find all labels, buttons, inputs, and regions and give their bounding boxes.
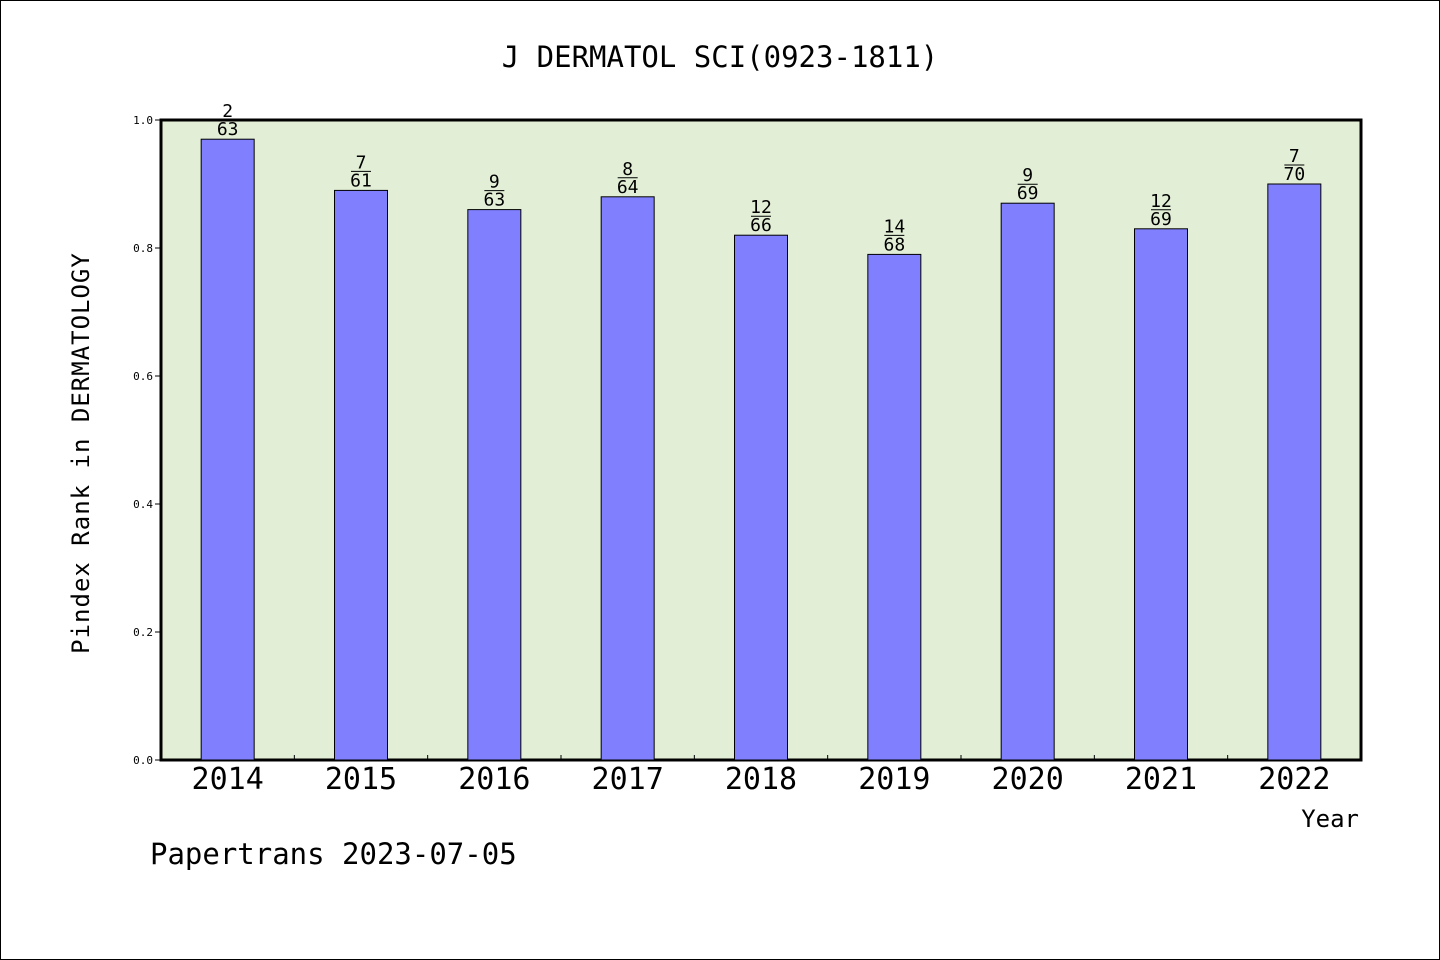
rank-label: 12	[750, 197, 772, 218]
rank-label: 8	[622, 159, 633, 180]
rank-label: 9	[489, 172, 500, 193]
x-axis-label: Year	[1301, 805, 1359, 833]
bar-2021	[1134, 228, 1188, 761]
y-tick-label: 0.6	[133, 370, 153, 383]
y-tick-label: 0.8	[133, 242, 153, 255]
total-label: 61	[350, 170, 372, 191]
total-label: 64	[617, 177, 639, 198]
total-label: 69	[1150, 209, 1172, 230]
bar-2017	[600, 196, 655, 761]
y-axis-label: Pindex Rank in DERMATOLOGY	[67, 252, 95, 654]
total-label: 63	[483, 190, 505, 211]
data-labels: 2632014761201596320168642017126620181468…	[192, 101, 1331, 797]
x-tick-label: 2018	[725, 762, 797, 797]
bar-2018	[734, 234, 788, 761]
x-tick-label: 2019	[858, 762, 930, 797]
total-label: 66	[750, 215, 772, 236]
y-tick-label: 0.4	[133, 498, 153, 511]
bar-2016	[467, 209, 522, 761]
axis-ticks: 0.0 0.2 0.4 0.6 0.8 1.0	[133, 114, 1229, 767]
total-label: 69	[1017, 183, 1039, 204]
chart-title: J DERMATOL SCI(0923-1811)	[502, 40, 939, 74]
bar-2014	[200, 138, 255, 761]
bars	[200, 138, 1322, 761]
bar-2022	[1267, 183, 1322, 761]
rank-label: 14	[883, 216, 905, 237]
bar-2020	[1000, 202, 1055, 761]
x-tick-label: 2016	[458, 762, 530, 797]
x-tick-label: 2021	[1125, 762, 1197, 797]
total-label: 63	[217, 119, 239, 140]
bar-2015	[334, 189, 388, 761]
y-tick-label: 0.2	[133, 626, 153, 639]
x-tick-label: 2022	[1258, 762, 1330, 797]
y-tick-label: 1.0	[133, 114, 153, 127]
rank-label: 12	[1150, 191, 1172, 212]
x-tick-label: 2015	[325, 762, 397, 797]
y-tick-label: 0.0	[133, 754, 153, 767]
bar-2019	[867, 253, 922, 761]
total-label: 68	[883, 234, 905, 255]
rank-label: 7	[1289, 146, 1300, 167]
x-tick-label: 2014	[192, 762, 264, 797]
rank-label: 2	[222, 101, 233, 122]
rank-label: 7	[356, 152, 367, 173]
x-tick-label: 2020	[992, 762, 1064, 797]
rank-label: 9	[1022, 165, 1033, 186]
total-label: 70	[1283, 164, 1305, 185]
x-tick-label: 2017	[592, 762, 664, 797]
credit-text: Papertrans 2023-07-05	[150, 837, 517, 871]
